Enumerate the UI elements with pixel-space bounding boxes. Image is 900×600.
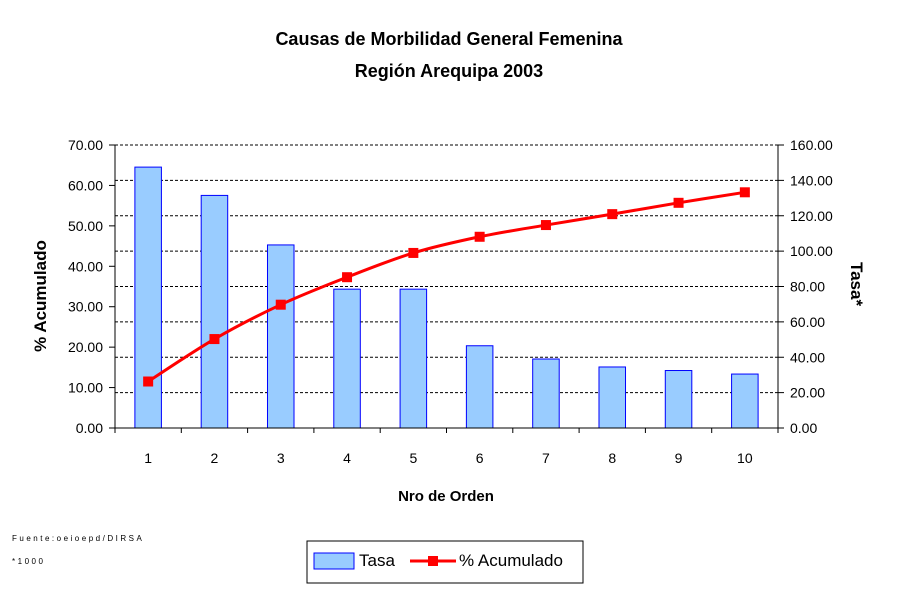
- right-tick-label: 80.00: [790, 279, 825, 295]
- bar: [134, 166, 162, 429]
- right-tick-label: 0.00: [790, 420, 817, 436]
- left-tick-label: 30.00: [68, 299, 103, 315]
- x-tick-label: 7: [542, 450, 550, 466]
- x-tick-label: 3: [277, 450, 285, 466]
- left-tick-label: 10.00: [68, 380, 103, 396]
- right-tick-label: 160.00: [790, 137, 833, 153]
- left-tick-label: 70.00: [68, 137, 103, 153]
- right-tick-label: 100.00: [790, 243, 833, 259]
- bar: [465, 345, 494, 429]
- right-tick-label: 40.00: [790, 349, 825, 365]
- cumulative-line: [147, 190, 746, 383]
- x-tick-label: 8: [608, 450, 616, 466]
- right-tick-label: 60.00: [790, 314, 825, 330]
- line-marker: [408, 247, 419, 258]
- line-marker: [607, 209, 618, 220]
- bar: [266, 244, 295, 429]
- line-marker: [474, 231, 485, 242]
- source-note: Fuente:oeioepd/DIRSA: [12, 534, 144, 543]
- x-tick-label: 6: [476, 450, 484, 466]
- bar: [532, 358, 560, 429]
- line-marker: [673, 197, 684, 208]
- x-tick-label: 1: [144, 450, 152, 466]
- bar: [200, 194, 229, 429]
- line-series: [143, 187, 750, 387]
- line-marker: [209, 334, 220, 345]
- right-axis-ticks: 0.00 20.00 40.00 60.00 80.00 100.00 120.00 140.…: [778, 137, 833, 436]
- bar: [731, 373, 759, 429]
- x-tick-label: 2: [211, 450, 219, 466]
- bar: [598, 366, 627, 429]
- right-tick-label: 20.00: [790, 385, 825, 401]
- x-tick-label: 5: [409, 450, 417, 466]
- bar: [333, 288, 361, 429]
- bar: [399, 288, 428, 429]
- bar-series: [134, 166, 759, 429]
- line-marker: [540, 220, 551, 231]
- x-tick-label: 4: [343, 450, 351, 466]
- line-marker: [739, 187, 750, 198]
- x-tick-label: 10: [737, 450, 753, 466]
- left-tick-label: 0.00: [76, 420, 103, 436]
- chart-subtitle: Región Arequipa 2003: [355, 61, 543, 81]
- line-marker: [275, 299, 286, 310]
- chart-title: Causas de Morbilidad General Femenina: [275, 29, 623, 49]
- footnote-note: *1000: [12, 557, 45, 566]
- left-axis-title: % Acumulado: [31, 240, 50, 352]
- legend-line-label: % Acumulado: [459, 551, 563, 570]
- line-marker: [342, 272, 353, 283]
- left-tick-label: 20.00: [68, 339, 103, 355]
- x-axis-title: Nro de Orden: [398, 488, 494, 505]
- left-axis-ticks: 0.00 10.00 20.00 30.00 40.00 50.00 60.00 70.00: [68, 137, 115, 436]
- bar: [664, 370, 693, 429]
- right-tick-label: 120.00: [790, 208, 833, 224]
- legend-line-marker: [428, 556, 438, 566]
- right-tick-label: 140.00: [790, 172, 833, 188]
- left-tick-label: 60.00: [68, 177, 103, 193]
- x-tick-label: 9: [675, 450, 683, 466]
- x-axis-ticks: 1 2 3 4 5 6 7 8 9 10: [114, 428, 779, 466]
- left-tick-label: 40.00: [68, 258, 103, 274]
- right-axis-title: Tasa*: [847, 262, 866, 306]
- left-tick-label: 50.00: [68, 218, 103, 234]
- legend-bar-label: Tasa: [359, 551, 395, 570]
- legend: Tasa % Acumulado: [306, 540, 584, 584]
- line-marker: [143, 376, 154, 387]
- legend-bar-swatch: [313, 552, 355, 570]
